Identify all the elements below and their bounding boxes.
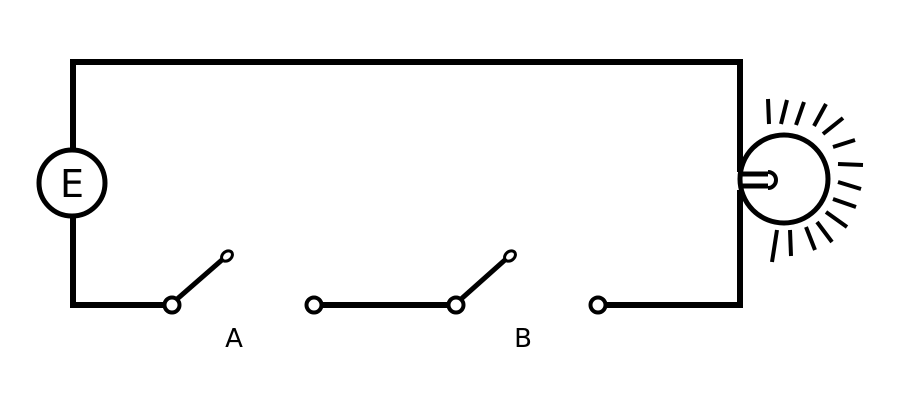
ray (824, 210, 849, 229)
wire-right-bottom (604, 190, 743, 308)
source-label: E (60, 162, 84, 206)
ray (794, 101, 806, 126)
ray (770, 229, 779, 263)
light-rays (766, 98, 864, 263)
wire-top (70, 59, 743, 172)
switch-a-terminal-right (304, 295, 324, 315)
ray (804, 226, 817, 251)
switch-a-label: A (225, 324, 243, 354)
bulb-globe (737, 132, 831, 226)
switch-b-terminal-right (588, 295, 608, 315)
bulb-filament (767, 170, 778, 190)
ray (832, 138, 856, 149)
switch-b[interactable]: B (446, 249, 608, 354)
switch-a-lever[interactable] (173, 256, 226, 303)
wires (70, 59, 743, 308)
ray (812, 103, 828, 127)
ray (837, 162, 864, 167)
switch-b-lever[interactable] (457, 256, 509, 303)
light-bulb (737, 98, 864, 263)
ray (837, 180, 862, 191)
switch-a[interactable]: A (162, 249, 324, 354)
switch-b-lever-tip[interactable] (503, 249, 518, 264)
voltage-source: E (36, 147, 108, 219)
switch-a-terminal-left (162, 295, 182, 315)
ray (832, 197, 857, 209)
ray (815, 220, 834, 244)
ray (788, 229, 793, 257)
switch-b-terminal-left (446, 295, 466, 315)
ray (766, 98, 771, 125)
wire-left-bottom (70, 216, 166, 308)
ray (779, 99, 789, 125)
source-circle (36, 147, 108, 219)
switch-b-label: B (514, 324, 532, 354)
switch-a-lever-tip[interactable] (220, 249, 235, 264)
ray (821, 116, 845, 136)
